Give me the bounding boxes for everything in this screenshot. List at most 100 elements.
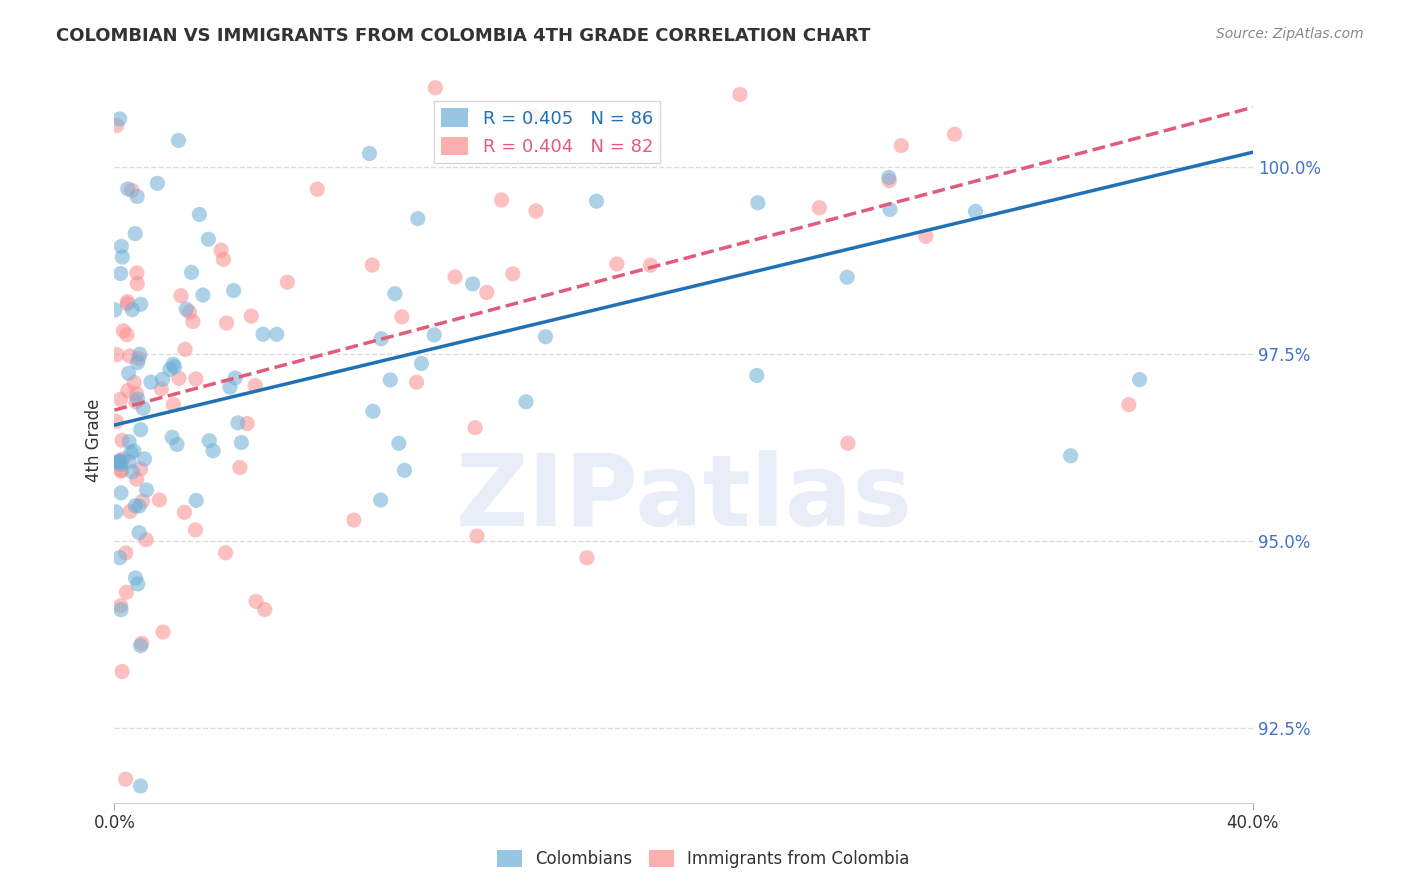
Immigrants from Colombia: [464, 420, 486, 434]
Colombians: [129, 779, 152, 793]
Immigrants from Colombia: [229, 460, 252, 475]
Colombians: [108, 112, 131, 126]
Colombians: [129, 639, 152, 653]
Immigrants from Colombia: [110, 599, 132, 613]
Colombians: [174, 302, 197, 317]
Colombians: [124, 499, 146, 513]
Colombians: [110, 602, 132, 616]
Colombians: [167, 133, 190, 147]
Colombians: [127, 577, 149, 591]
Text: COLOMBIAN VS IMMIGRANTS FROM COLOMBIA 4TH GRADE CORRELATION CHART: COLOMBIAN VS IMMIGRANTS FROM COLOMBIA 4T…: [56, 27, 870, 45]
Immigrants from Colombia: [129, 462, 152, 476]
Immigrants from Colombia: [405, 376, 427, 390]
Colombians: [191, 288, 214, 302]
Immigrants from Colombia: [170, 289, 193, 303]
Immigrants from Colombia: [276, 275, 298, 289]
Colombians: [231, 435, 253, 450]
Colombians: [127, 189, 149, 203]
Immigrants from Colombia: [524, 203, 547, 218]
Colombians: [745, 368, 768, 383]
Colombians: [965, 204, 987, 219]
Colombians: [394, 463, 416, 477]
Colombians: [219, 380, 242, 394]
Colombians: [163, 359, 186, 374]
Immigrants from Colombia: [110, 463, 132, 477]
Colombians: [135, 483, 157, 497]
Colombians: [370, 493, 392, 508]
Immigrants from Colombia: [575, 550, 598, 565]
Colombians: [110, 239, 132, 253]
Colombians: [121, 465, 143, 479]
Colombians: [159, 362, 181, 376]
Immigrants from Colombia: [107, 456, 129, 470]
Immigrants from Colombia: [125, 266, 148, 280]
Colombians: [118, 454, 141, 468]
Colombians: [162, 357, 184, 371]
Colombians: [515, 394, 537, 409]
Immigrants from Colombia: [209, 244, 232, 258]
Colombians: [837, 270, 859, 285]
Colombians: [129, 297, 152, 311]
Colombians: [197, 232, 219, 246]
Immigrants from Colombia: [1118, 398, 1140, 412]
Immigrants from Colombia: [877, 174, 900, 188]
Colombians: [110, 455, 132, 469]
Colombians: [127, 356, 149, 370]
Colombians: [384, 286, 406, 301]
Colombians: [152, 372, 174, 386]
Immigrants from Colombia: [606, 257, 628, 271]
Immigrants from Colombia: [112, 452, 135, 467]
Immigrants from Colombia: [240, 309, 263, 323]
Immigrants from Colombia: [127, 277, 149, 291]
Immigrants from Colombia: [110, 392, 132, 407]
Immigrants from Colombia: [121, 183, 143, 197]
Immigrants from Colombia: [105, 414, 128, 428]
Colombians: [361, 404, 384, 418]
Immigrants from Colombia: [174, 343, 197, 357]
Immigrants from Colombia: [118, 349, 141, 363]
Immigrants from Colombia: [215, 316, 238, 330]
Colombians: [121, 302, 143, 317]
Immigrants from Colombia: [115, 327, 138, 342]
Immigrants from Colombia: [391, 310, 413, 324]
Colombians: [747, 195, 769, 210]
Colombians: [160, 430, 183, 444]
Immigrants from Colombia: [444, 269, 467, 284]
Colombians: [132, 401, 155, 416]
Colombians: [127, 392, 149, 406]
Colombians: [110, 267, 132, 281]
Immigrants from Colombia: [117, 294, 139, 309]
Colombians: [411, 356, 433, 370]
Colombians: [188, 207, 211, 221]
Colombians: [534, 329, 557, 343]
Legend: Colombians, Immigrants from Colombia: Colombians, Immigrants from Colombia: [489, 843, 917, 875]
Colombians: [110, 486, 132, 500]
Colombians: [406, 211, 429, 226]
Immigrants from Colombia: [122, 376, 145, 390]
Text: Source: ZipAtlas.com: Source: ZipAtlas.com: [1216, 27, 1364, 41]
Immigrants from Colombia: [112, 324, 135, 338]
Immigrants from Colombia: [245, 594, 267, 608]
Colombians: [226, 416, 249, 430]
Immigrants from Colombia: [181, 314, 204, 328]
Colombians: [122, 443, 145, 458]
Colombians: [104, 505, 127, 519]
Colombians: [166, 437, 188, 451]
Colombians: [118, 434, 141, 449]
Colombians: [124, 227, 146, 241]
Immigrants from Colombia: [243, 378, 266, 392]
Immigrants from Colombia: [491, 193, 513, 207]
Immigrants from Colombia: [135, 533, 157, 547]
Colombians: [202, 443, 225, 458]
Immigrants from Colombia: [167, 371, 190, 385]
Immigrants from Colombia: [184, 523, 207, 537]
Colombians: [461, 277, 484, 291]
Colombians: [110, 458, 132, 472]
Y-axis label: 4th Grade: 4th Grade: [86, 399, 103, 482]
Immigrants from Colombia: [522, 109, 544, 123]
Immigrants from Colombia: [150, 382, 173, 396]
Colombians: [585, 194, 607, 209]
Immigrants from Colombia: [162, 397, 184, 411]
Immigrants from Colombia: [117, 384, 139, 398]
Colombians: [388, 436, 411, 450]
